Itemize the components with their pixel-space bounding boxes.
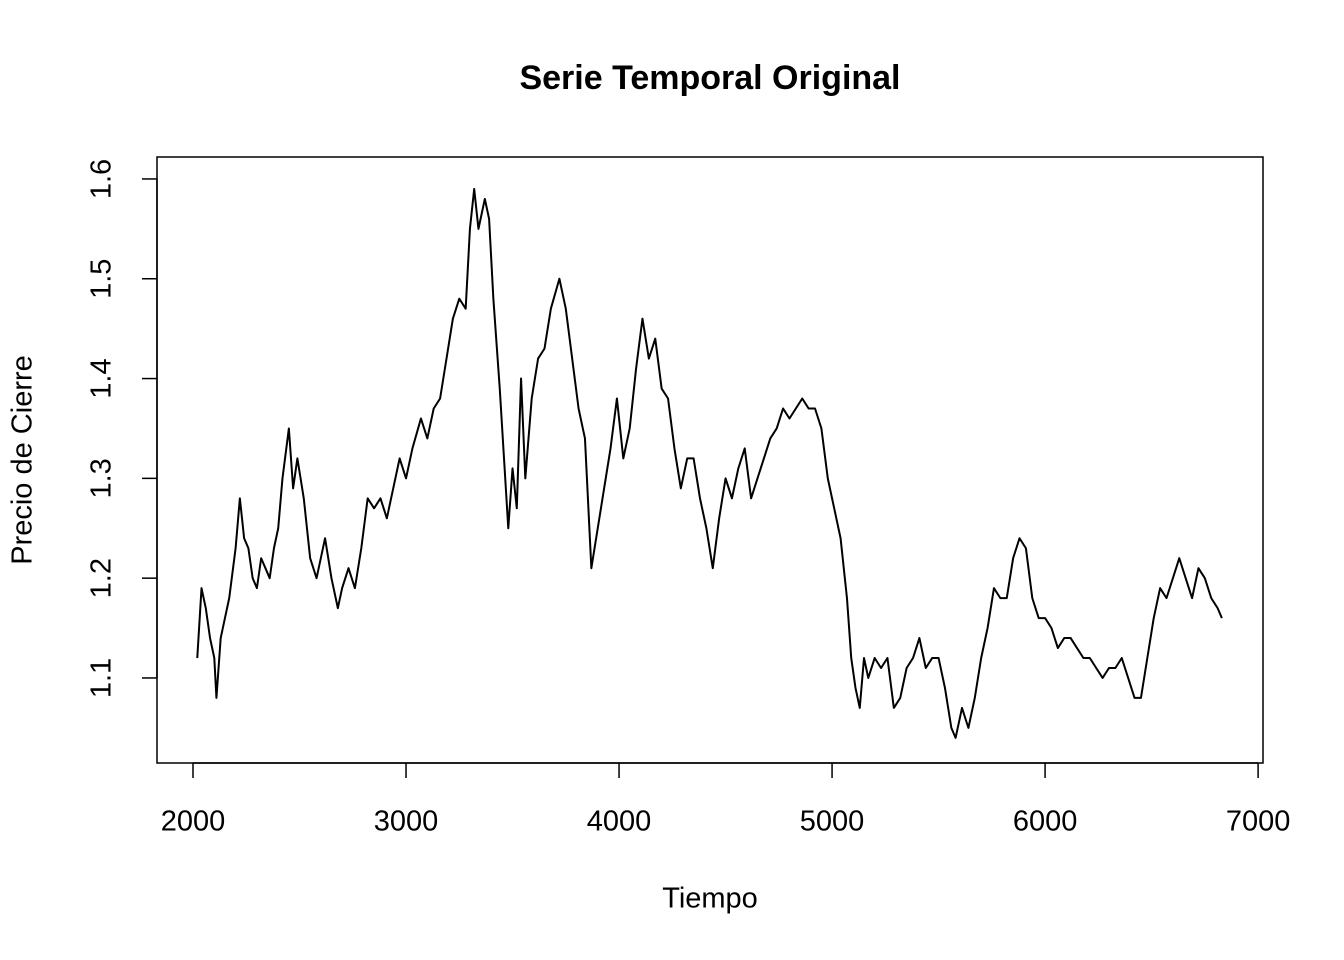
y-tick-label: 1.2 — [86, 558, 118, 598]
y-tick-label: 1.6 — [86, 159, 118, 199]
chart-title: Serie Temporal Original — [519, 59, 900, 97]
x-tick-label: 5000 — [800, 806, 865, 838]
y-tick-label: 1.3 — [86, 458, 118, 498]
x-tick-label: 4000 — [587, 806, 652, 838]
y-tick-label: 1.4 — [86, 358, 118, 398]
price-line — [196, 187, 1223, 739]
y-tick-label: 1.5 — [86, 259, 118, 299]
x-tick-label: 6000 — [1013, 806, 1078, 838]
x-axis-label: Tiempo — [662, 883, 758, 915]
plot-box — [156, 156, 1264, 764]
x-tick-label: 3000 — [374, 806, 439, 838]
y-tick-label: 1.1 — [86, 658, 118, 698]
x-tick-label: 2000 — [161, 806, 226, 838]
y-axis-label: Precio de Cierre — [7, 355, 39, 565]
x-tick-label: 7000 — [1226, 806, 1291, 838]
